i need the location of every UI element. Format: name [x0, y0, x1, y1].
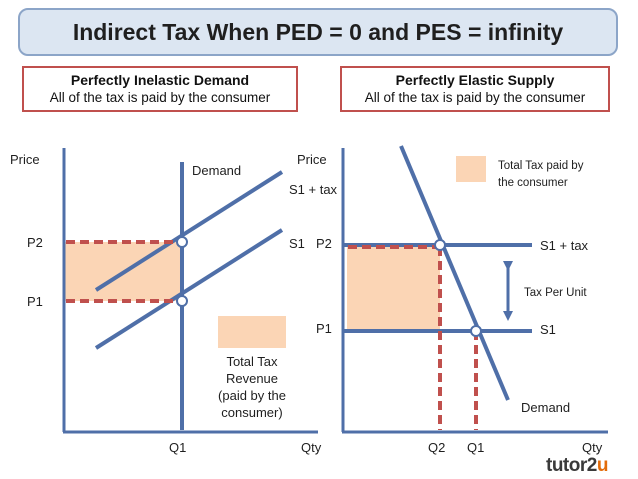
right-x-axis-label: Qty — [582, 440, 603, 455]
right-legend-line-2: the consumer — [498, 177, 568, 189]
left-tick-p2: P2 — [27, 235, 43, 250]
left-x-axis-label: Qty — [301, 440, 322, 455]
left-tick-q1: Q1 — [169, 440, 186, 455]
left-tick-p1: P1 — [27, 294, 43, 309]
right-panel-header: Perfectly Elastic Supply All of the tax … — [340, 66, 610, 112]
left-panel-subheading: All of the tax is paid by the consumer — [49, 90, 271, 105]
left-s1-label: S1 — [289, 236, 305, 251]
right-tax-per-unit-label: Tax Per Unit — [524, 287, 587, 299]
left-legend-line-3: (paid by the — [218, 388, 286, 403]
right-legend-line-1: Total Tax paid by — [498, 160, 584, 172]
left-demand-label: Demand — [192, 163, 241, 178]
left-legend-line-4: consumer) — [221, 405, 282, 420]
right-tax-area — [347, 247, 440, 329]
left-supply-s1-curve — [94, 228, 284, 350]
left-legend-swatch — [218, 316, 286, 348]
page-title: Indirect Tax When PED = 0 and PES = infi… — [18, 8, 618, 56]
left-equilibrium-after-tax — [176, 236, 188, 248]
right-equilibrium-after-tax — [434, 239, 446, 251]
left-legend-line-2: Revenue — [226, 371, 278, 386]
right-panel-subheading: All of the tax is paid by the consumer — [364, 90, 586, 105]
tutor2u-logo: tutor2u — [546, 455, 608, 477]
right-tick-p1: P1 — [316, 321, 332, 336]
right-tick-p2: P2 — [316, 236, 332, 251]
right-demand-curve — [399, 145, 510, 401]
right-s1-tax-label: S1 + tax — [540, 238, 589, 253]
right-tick-q2: Q2 — [428, 440, 445, 455]
logo-main-text: tutor2 — [546, 455, 597, 476]
right-tick-q1: Q1 — [467, 440, 484, 455]
left-panel-header: Perfectly Inelastic Demand All of the ta… — [22, 66, 298, 112]
left-equilibrium-before-tax — [176, 295, 188, 307]
right-panel-heading: Perfectly Elastic Supply — [395, 72, 555, 88]
right-s1-label: S1 — [540, 322, 556, 337]
left-panel-heading: Perfectly Inelastic Demand — [70, 72, 250, 88]
right-demand-label: Demand — [521, 400, 570, 415]
right-legend-swatch — [456, 156, 486, 182]
left-supply-s1-tax-curve — [94, 170, 284, 292]
page-title-text: Indirect Tax When PED = 0 and PES = infi… — [72, 18, 564, 45]
left-y-axis-label: Price — [10, 152, 40, 167]
left-legend-line-1: Total Tax — [226, 354, 278, 369]
right-y-axis-label: Price — [297, 152, 327, 167]
logo-accent-text: u — [596, 455, 609, 476]
right-equilibrium-before-tax — [470, 325, 482, 337]
left-s1-tax-label: S1 + tax — [289, 182, 338, 197]
